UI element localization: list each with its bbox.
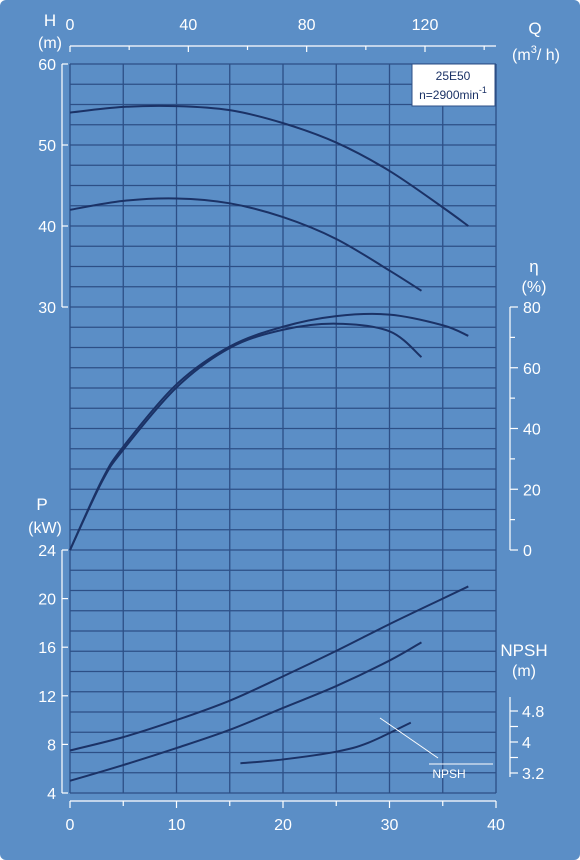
eta-tick-label: 40 [523,422,541,439]
q-tick-label: 120 [412,17,439,34]
q-axis-label: Q [528,19,541,38]
p-tick-label: 20 [38,592,56,609]
axes: 30 40 50 60 4 8 12 16 20 24 0 40 80 120 0 10 20 30 40 0 20 40… [38,17,544,834]
x-lower-tick-label: 20 [274,817,292,834]
curves [69,104,469,782]
p-tick-label: 8 [47,737,56,754]
npsh-axis-unit: (m) [512,663,536,680]
npsh-tick-label: 3.2 [522,766,544,783]
curve-h-0 [69,104,469,227]
curve-p-4 [69,585,469,752]
grid [69,63,497,794]
npsh-tick-label: 4 [522,735,531,752]
x-lower-tick-label: 30 [381,817,399,834]
eta-axis-label: η [529,257,538,276]
q-tick-label: 40 [179,17,197,34]
h-tick-label: 60 [38,57,56,74]
p-axis-label: P [36,495,47,514]
q-axis-unit: (m3/ h) [512,44,560,64]
eta-tick-label: 80 [523,300,541,317]
npsh-axis-label: NPSH [500,641,547,660]
h-axis-unit: (m) [38,35,62,52]
eta-tick-label: 20 [523,482,541,499]
curve-eta-3 [69,322,423,551]
npsh-callout-leader [379,717,439,759]
npsh-callout-label: NPSH [432,767,465,781]
q-tick-label: 80 [298,17,316,34]
npsh-tick-label: 4.8 [522,704,544,721]
curve-p-5 [69,641,422,782]
p-tick-label: 16 [38,640,56,657]
curve-h-1 [69,197,422,292]
x-lower-tick-label: 0 [66,817,75,834]
x-lower-tick-label: 10 [168,817,186,834]
p-tick-label: 12 [38,689,56,706]
curve-npsh-6 [240,721,412,765]
q-tick-label: 0 [66,17,75,34]
h-tick-label: 30 [38,300,56,317]
h-axis-label: H [44,11,56,30]
eta-axis-unit: (%) [522,279,547,296]
model-info-box: 25E50 n=2900min-1 [411,63,496,107]
eta-tick-label: 0 [523,543,532,560]
x-lower-tick-label: 40 [487,817,505,834]
p-axis-unit: (kW) [28,520,62,537]
model-name: 25E50 [436,69,471,83]
h-tick-label: 40 [38,219,56,236]
h-tick-label: 50 [38,138,56,155]
model-speed: n=2900min-1 [419,85,487,102]
p-tick-label: 4 [47,786,56,803]
p-tick-label: 24 [38,543,56,560]
curve-eta-2 [69,312,469,551]
model-info-box-frame [411,63,496,107]
eta-tick-label: 60 [523,361,541,378]
